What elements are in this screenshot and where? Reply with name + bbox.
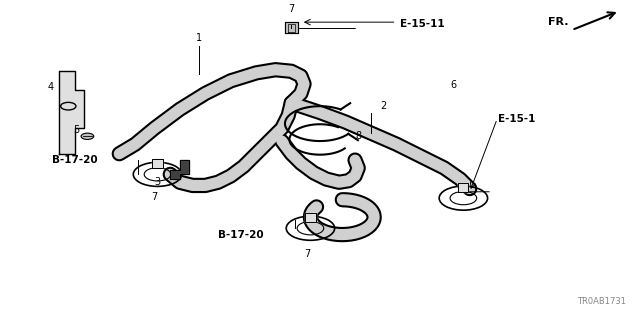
Polygon shape	[152, 159, 163, 168]
Polygon shape	[458, 183, 468, 192]
Text: 6: 6	[451, 80, 457, 90]
Text: B-17-20: B-17-20	[218, 229, 264, 240]
Circle shape	[81, 133, 94, 140]
Text: TR0AB1731: TR0AB1731	[577, 297, 626, 306]
Polygon shape	[285, 22, 298, 33]
Polygon shape	[170, 160, 189, 179]
Text: 1: 1	[196, 33, 202, 43]
Polygon shape	[305, 213, 316, 222]
Text: E-15-11: E-15-11	[399, 19, 444, 29]
Text: 8: 8	[355, 131, 361, 141]
Text: 3: 3	[155, 177, 161, 187]
Text: 7: 7	[304, 249, 310, 259]
Polygon shape	[59, 71, 84, 154]
Text: 5: 5	[73, 125, 79, 135]
Text: 7: 7	[151, 192, 157, 202]
Text: 2: 2	[381, 101, 387, 111]
Text: 7: 7	[288, 4, 294, 14]
Text: FR.: FR.	[548, 17, 568, 27]
Text: E-15-1: E-15-1	[499, 114, 536, 124]
Text: B-17-20: B-17-20	[52, 155, 98, 165]
Text: 4: 4	[47, 82, 54, 92]
